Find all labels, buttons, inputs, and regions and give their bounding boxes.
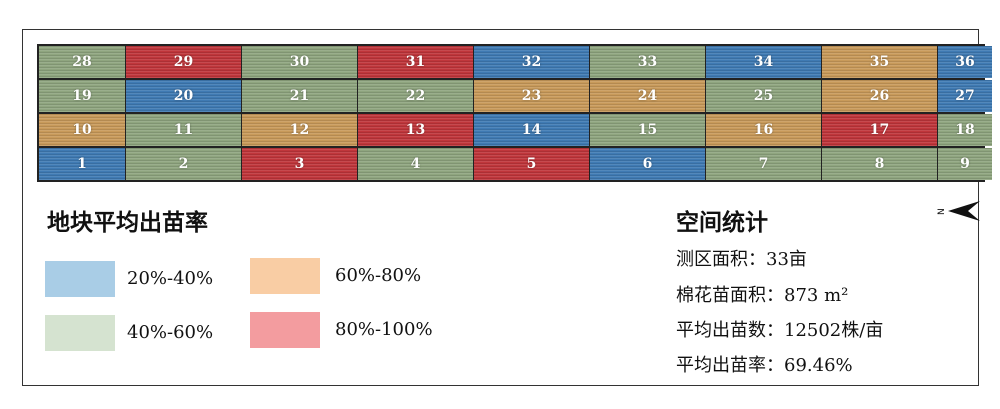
plot-number: 35 xyxy=(869,54,890,70)
plot-number: 16 xyxy=(753,122,774,138)
plot-number: 24 xyxy=(637,88,658,104)
plot-21: 21 xyxy=(242,80,357,112)
plot-number: 5 xyxy=(526,156,537,172)
plot-number: 22 xyxy=(405,88,426,104)
plot-15: 15 xyxy=(590,114,705,146)
stat-cotton-area: 棉花苗面积：873 m² xyxy=(676,285,849,306)
legend-swatch-40-60 xyxy=(45,315,115,351)
plot-number: 13 xyxy=(405,122,426,138)
plot-number: 33 xyxy=(637,54,658,70)
stat-survey-area: 测区面积：33亩 xyxy=(676,249,807,270)
plot-2: 2 xyxy=(126,148,241,180)
plot-row: 28 29 30 31 32 33 34 35 36 xyxy=(39,46,992,78)
plot-27: 27 xyxy=(938,80,992,112)
plot-6: 6 xyxy=(590,148,705,180)
plot-row: 19 20 21 22 23 24 25 26 27 xyxy=(39,80,992,112)
plot-number: 8 xyxy=(874,156,885,172)
plot-number: 29 xyxy=(173,54,194,70)
plot-25: 25 xyxy=(706,80,821,112)
legend-swatch-20-40 xyxy=(45,261,115,297)
plot-19: 19 xyxy=(39,80,125,112)
plot-number: 3 xyxy=(294,156,305,172)
plot-number: 7 xyxy=(758,156,769,172)
north-letter: N xyxy=(937,208,947,215)
plot-number: 10 xyxy=(72,122,92,138)
plot-9: 9 xyxy=(938,148,992,180)
plot-34: 34 xyxy=(706,46,821,78)
plot-number: 20 xyxy=(173,88,194,104)
plot-18: 18 xyxy=(938,114,992,146)
plot-26: 26 xyxy=(822,80,937,112)
plot-number: 34 xyxy=(753,54,774,70)
legend-title: 地块平均出苗率 xyxy=(47,209,208,236)
north-arrow-icon: N xyxy=(937,201,980,221)
plot-35: 35 xyxy=(822,46,937,78)
plot-14: 14 xyxy=(474,114,589,146)
plot-28: 28 xyxy=(39,46,125,78)
plot-12: 12 xyxy=(242,114,357,146)
plot-4: 4 xyxy=(358,148,473,180)
legend-label-60-80: 60%-80% xyxy=(335,265,422,286)
plot-number: 15 xyxy=(637,122,658,138)
plot-number: 6 xyxy=(642,156,653,172)
legend-swatch-60-80 xyxy=(250,258,320,294)
plot-3: 3 xyxy=(242,148,357,180)
plot-number: 23 xyxy=(521,88,542,104)
plot-7: 7 xyxy=(706,148,821,180)
plot-31: 31 xyxy=(358,46,473,78)
plot-number: 21 xyxy=(289,88,310,104)
plot-5: 5 xyxy=(474,148,589,180)
plot-number: 36 xyxy=(955,54,975,70)
plot-number: 30 xyxy=(289,54,310,70)
plot-number: 2 xyxy=(178,156,189,172)
plot-29: 29 xyxy=(126,46,241,78)
plot-17: 17 xyxy=(822,114,937,146)
plot-number: 26 xyxy=(869,88,890,104)
plot-row: 1 2 3 4 5 6 7 8 9 xyxy=(39,148,992,180)
plot-number: 31 xyxy=(405,54,426,70)
plot-number: 32 xyxy=(521,54,542,70)
legend-label-80-100: 80%-100% xyxy=(335,319,433,340)
plot-30: 30 xyxy=(242,46,357,78)
plot-23: 23 xyxy=(474,80,589,112)
plot-number: 18 xyxy=(955,122,975,138)
plot-number: 25 xyxy=(753,88,774,104)
plot-32: 32 xyxy=(474,46,589,78)
field-plot-map: 28 29 30 31 32 33 34 35 36 19 20 21 22 23 24 25 26 27 10 11… xyxy=(37,44,992,182)
plot-number: 17 xyxy=(869,122,890,138)
plot-8: 8 xyxy=(822,148,937,180)
plot-number: 9 xyxy=(960,156,970,172)
map-frame xyxy=(22,29,979,386)
plot-10: 10 xyxy=(39,114,125,146)
legend-label-40-60: 40%-60% xyxy=(127,322,214,343)
plot-number: 1 xyxy=(77,156,87,172)
plot-13: 13 xyxy=(358,114,473,146)
plot-1: 1 xyxy=(39,148,125,180)
plot-number: 19 xyxy=(72,88,92,104)
plot-20: 20 xyxy=(126,80,241,112)
plot-36: 36 xyxy=(938,46,992,78)
plot-number: 27 xyxy=(955,88,975,104)
plot-number: 12 xyxy=(289,122,310,138)
plot-number: 14 xyxy=(521,122,542,138)
plot-11: 11 xyxy=(126,114,241,146)
plot-22: 22 xyxy=(358,80,473,112)
legend-label-20-40: 20%-40% xyxy=(127,268,214,289)
plot-number: 4 xyxy=(410,156,421,172)
plot-33: 33 xyxy=(590,46,705,78)
stat-average-rate: 平均出苗率：69.46% xyxy=(676,355,853,376)
plot-24: 24 xyxy=(590,80,705,112)
stat-average-count: 平均出苗数：12502株/亩 xyxy=(676,320,884,341)
plot-16: 16 xyxy=(706,114,821,146)
stats-title: 空间统计 xyxy=(676,209,768,236)
plot-row: 10 11 12 13 14 15 16 17 18 xyxy=(39,114,992,146)
plot-number: 11 xyxy=(173,122,194,138)
legend-swatch-80-100 xyxy=(250,312,320,348)
plot-number: 28 xyxy=(72,54,92,70)
